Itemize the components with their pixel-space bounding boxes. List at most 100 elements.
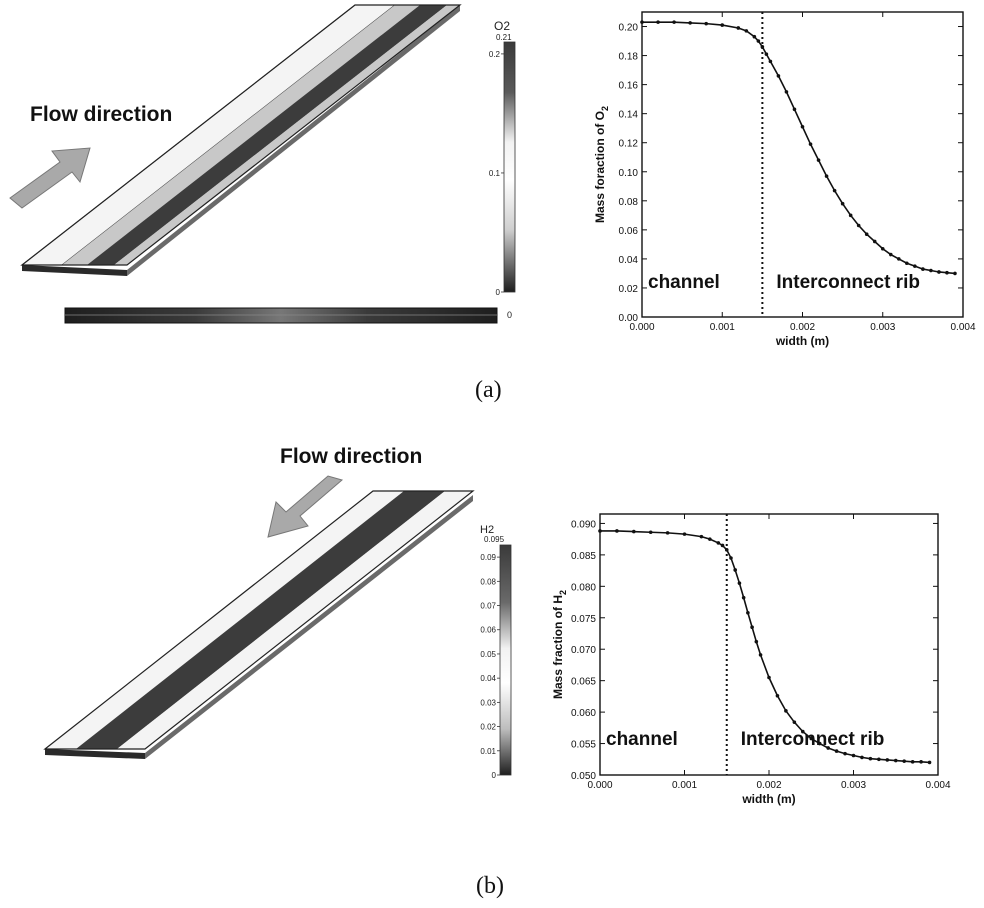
data-point — [885, 758, 890, 762]
y-tick-label: 0.18 — [619, 52, 639, 63]
data-point — [615, 529, 619, 533]
y-tick-label: 0.080 — [571, 582, 596, 593]
data-point — [746, 610, 750, 615]
y-tick-label: 0.10 — [619, 168, 639, 179]
data-point — [776, 74, 781, 78]
y-tick-label: 0.075 — [571, 614, 596, 625]
x-tick-label: 0.002 — [756, 780, 781, 791]
x-axis-label: width (m) — [775, 334, 829, 348]
data-point — [752, 34, 757, 39]
y-tick-label: 0.050 — [571, 771, 596, 782]
data-point — [864, 232, 869, 237]
y-tick-label: 0.16 — [619, 81, 639, 92]
data-point — [860, 755, 864, 760]
y-tick-label: 0.090 — [571, 519, 596, 530]
y-axis-label: Mass foraction of O2 — [593, 106, 610, 223]
series-line — [642, 21, 956, 275]
data-point — [792, 107, 797, 112]
strip-b-dark-band — [76, 491, 445, 749]
data-point — [937, 270, 941, 274]
data-point — [809, 736, 814, 741]
y-tick-label: 0.06 — [619, 226, 639, 237]
data-point — [817, 741, 822, 746]
data-point — [736, 26, 741, 30]
data-point — [834, 749, 839, 753]
data-point — [902, 759, 906, 763]
y-tick-label: 0.085 — [571, 551, 596, 562]
slice-label-zero: 0 — [507, 310, 512, 320]
data-point — [893, 758, 898, 763]
data-point — [910, 759, 915, 764]
data-point — [741, 595, 746, 600]
data-point — [704, 21, 708, 26]
data-point — [927, 760, 932, 765]
data-point — [775, 693, 780, 698]
data-point — [720, 23, 725, 27]
y-tick-label: 0.065 — [571, 677, 596, 688]
data-point — [808, 142, 813, 146]
series-line — [600, 530, 930, 764]
legend-tick-label: 0.06 — [480, 626, 496, 635]
x-tick-label: 0.003 — [870, 322, 895, 333]
y-tick-label: 0.20 — [619, 23, 639, 34]
chart-b: 0.000 0.001 0.002 0.003 0.004 0.050 0.055 0.060… — [551, 513, 951, 806]
data-point — [800, 124, 805, 129]
data-point — [851, 753, 856, 758]
data-point — [945, 270, 949, 275]
data-point — [656, 20, 660, 24]
strip-b-light-band-2 — [117, 491, 473, 749]
legend-a-ticks: 0.2 0.1 0 — [489, 50, 504, 297]
legend-tick-label: 0.03 — [480, 698, 496, 707]
strip-b-light-band — [45, 491, 404, 749]
data-point — [880, 246, 885, 251]
legend-b-colorbar — [499, 544, 512, 776]
data-point — [843, 751, 847, 756]
data-point — [929, 268, 933, 273]
y-tick-label: 0.14 — [619, 110, 639, 121]
data-point — [792, 720, 797, 724]
y-tick-label: 0.060 — [571, 708, 596, 719]
data-point — [750, 625, 754, 630]
strip-a-mid-band-2 — [114, 5, 460, 265]
legend-tick-label: 0.04 — [480, 674, 496, 683]
x-tick-label: 0.003 — [841, 780, 866, 791]
data-point — [832, 188, 837, 193]
strip-a-mid-band — [62, 5, 420, 265]
data-point — [724, 548, 729, 552]
data-point — [760, 45, 765, 49]
data-point — [840, 201, 845, 206]
legend-a-colorbar — [503, 41, 516, 293]
x-tick-label: 0.001 — [672, 780, 697, 791]
data-point — [784, 90, 789, 94]
chart-a: 0.000 0.001 0.002 0.003 0.004 0.00 0.02 0.04 0.0… — [593, 11, 976, 348]
data-point — [729, 556, 733, 560]
data-point — [737, 581, 742, 585]
legend-b-title: H2 — [480, 524, 494, 536]
data-point — [598, 529, 602, 533]
data-point — [754, 639, 759, 644]
region-label-channel: channel — [606, 729, 678, 750]
data-point — [767, 675, 771, 680]
panel-a-strip — [20, 4, 462, 276]
legend-tick-label: 0 — [496, 288, 501, 297]
legend-tick-label: 0.07 — [480, 602, 496, 611]
data-point — [665, 531, 670, 535]
data-point — [856, 223, 861, 228]
strip-a-outline — [20, 4, 462, 266]
data-point — [872, 239, 877, 244]
x-tick-label: 0.004 — [950, 322, 975, 333]
region-label-rib: Interconnect rib — [776, 272, 920, 293]
legend-b-max: 0.095 — [484, 535, 505, 544]
legend-tick-label: 0.05 — [480, 650, 496, 659]
x-tick-label: 0.004 — [925, 780, 950, 791]
flow-label-b: Flow direction — [280, 445, 422, 468]
legend-tick-label: 0 — [492, 771, 497, 780]
y-tick-label: 0.04 — [619, 255, 639, 266]
y-axis-label: Mass fraction of H2 — [551, 590, 568, 699]
legend-tick-label: 0.2 — [489, 50, 501, 59]
data-point — [632, 529, 636, 534]
x-tick-label: 0.000 — [629, 322, 654, 333]
data-point — [688, 21, 692, 25]
